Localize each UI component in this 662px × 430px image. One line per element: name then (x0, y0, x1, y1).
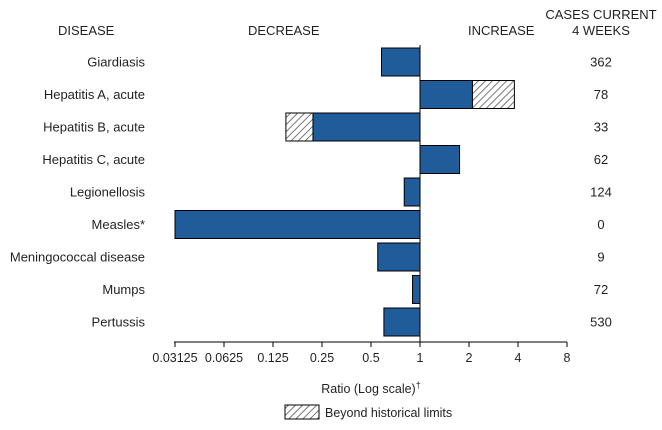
cases-value-pertussis: 530 (590, 315, 612, 330)
category-label-pertussis: Pertussis (92, 315, 146, 330)
bars-group (174, 47, 515, 337)
category-label-legionellosis: Legionellosis (70, 185, 146, 200)
header-cases-line2: 4 WEEKS (572, 23, 630, 38)
category-label-hepatitis-a-acute: Hepatitis A, acute (44, 87, 145, 102)
x-tick-label: 0.125 (257, 351, 288, 365)
x-axis-title-footnote: † (416, 380, 421, 390)
cases-value-meningococcal-disease: 9 (597, 250, 604, 265)
category-labels-group: Giardiasis Hepatitis A, acute Hepatitis B,… (10, 55, 146, 330)
bar-beyond-limits-hepatitis-b-acute (285, 112, 314, 142)
cases-value-hepatitis-b-acute: 33 (594, 120, 608, 135)
legend-swatch (284, 404, 320, 420)
bar-pertussis (383, 307, 421, 337)
header-disease: DISEASE (58, 23, 115, 38)
x-ticks-group: 0.03125 0.0625 0.125 0.25 0.5 1 2 4 8 (152, 342, 571, 365)
category-label-measles: Measles* (92, 217, 145, 232)
x-tick-label: 4 (515, 351, 522, 365)
cases-value-giardiasis: 362 (590, 55, 612, 70)
header-decrease: DECREASE (248, 23, 320, 38)
x-tick-label: 0.5 (362, 351, 379, 365)
x-axis-title-text: Ratio (Log scale) (321, 382, 416, 396)
header-cases-line1: CASES CURRENT (545, 7, 656, 22)
header-increase: INCREASE (468, 23, 535, 38)
category-label-hepatitis-c-acute: Hepatitis C, acute (42, 152, 145, 167)
x-tick-label: 2 (466, 351, 473, 365)
bar-hepatitis-c-acute (419, 145, 461, 174)
bar-meningococcal-disease (377, 242, 421, 272)
bar-mumps (412, 275, 421, 304)
legend-label: Beyond historical limits (325, 406, 452, 420)
x-tick-label: 8 (564, 351, 571, 365)
bar-giardiasis (380, 47, 421, 77)
cases-value-hepatitis-a-acute: 78 (594, 87, 608, 102)
category-label-meningococcal-disease: Meningococcal disease (10, 250, 145, 265)
bar-hepatitis-a-acute (419, 80, 473, 109)
category-label-giardiasis: Giardiasis (87, 55, 145, 70)
x-tick-label: 0.03125 (152, 351, 197, 365)
category-label-hepatitis-b-acute: Hepatitis B, acute (43, 120, 145, 135)
cases-value-measles: 0 (597, 217, 604, 232)
bar-measles (174, 210, 421, 239)
bar-hepatitis-b-acute (312, 112, 421, 142)
category-label-mumps: Mumps (102, 282, 145, 297)
x-axis-title: Ratio (Log scale)† (321, 380, 421, 396)
bar-legionellosis (403, 177, 421, 207)
cases-value-hepatitis-c-acute: 62 (594, 152, 608, 167)
cases-group: 362 78 33 62 124 0 9 72 530 (590, 55, 612, 330)
cases-value-legionellosis: 124 (590, 185, 612, 200)
x-tick-label: 0.0625 (205, 351, 243, 365)
bar-beyond-limits-hepatitis-a-acute (471, 80, 515, 109)
x-tick-label: 0.25 (310, 351, 334, 365)
x-tick-label: 1 (417, 351, 424, 365)
cases-value-mumps: 72 (594, 282, 608, 297)
